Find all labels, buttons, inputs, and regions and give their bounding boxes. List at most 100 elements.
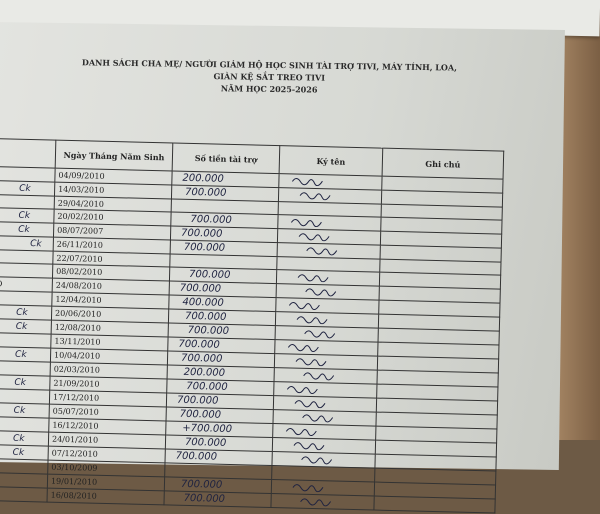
table-row: Ck 12/08/2010 700.000 <box>0 318 500 346</box>
check-mark <box>0 169 20 180</box>
signature-scribble <box>295 358 327 367</box>
check-mark <box>0 460 12 471</box>
name-cell <box>0 194 55 210</box>
table-row: Ck 08/07/2007 700.000 <box>0 221 502 249</box>
col-signature: Ký tên <box>279 145 383 177</box>
dob-cell: 16/08/2010 <box>47 487 165 505</box>
check-mark: Ck <box>12 433 25 444</box>
name-cell <box>0 249 54 265</box>
sponsor-table: Ngày Tháng Năm Sinh Số tiền tài trợ Ký t… <box>0 138 504 513</box>
check-mark: Ck <box>19 183 31 194</box>
name-cell <box>0 332 52 349</box>
signature-cell <box>274 353 378 371</box>
name-cell <box>0 458 49 474</box>
check-mark <box>0 474 12 485</box>
amount-cell: 700.000 <box>163 490 272 508</box>
signature-scribble <box>306 247 338 256</box>
signature-scribble <box>292 483 324 492</box>
table-row: 13/11/2010 700.000 <box>0 332 499 360</box>
signature-cell <box>270 493 375 510</box>
name-cell: Ck <box>0 207 55 224</box>
check-mark <box>0 196 19 207</box>
name-cell <box>0 471 48 488</box>
name-cell <box>0 360 51 377</box>
check-mark: Ck <box>15 321 28 332</box>
table-row: 16/12/2010 +700.000 <box>0 416 497 444</box>
check-mark: Ck <box>18 224 30 235</box>
name-cell: Ck <box>0 346 51 363</box>
signature-cell <box>277 214 382 232</box>
document-page: DANH SÁCH CHA MẸ/ NGƯỜI GIÁM HỘ HỌC SINH… <box>0 22 565 513</box>
name-cell: Ck <box>0 304 52 321</box>
check-mark <box>0 363 15 374</box>
table-row: Ck 10/04/2010 700.000 <box>0 346 499 374</box>
name-cell: Ck <box>0 402 50 419</box>
signature-scribble <box>304 330 336 339</box>
name-cell: IAO <box>0 276 53 293</box>
signature-cell <box>275 325 379 343</box>
name-cell <box>0 388 50 405</box>
check-mark: Ck <box>14 377 27 388</box>
check-mark <box>2 279 32 290</box>
signature-cell <box>274 367 378 385</box>
signature-cell <box>273 395 377 413</box>
name-cell <box>0 166 56 183</box>
name-cell <box>0 262 53 279</box>
signature-scribble <box>294 400 326 409</box>
col-dob: Ngày Tháng Năm Sinh <box>55 140 173 172</box>
name-cell: AOCk <box>0 235 54 252</box>
check-mark <box>0 335 16 346</box>
signature-scribble <box>299 192 331 201</box>
table-row: 12/04/2010 400.000 <box>0 290 500 318</box>
check-mark: Ck <box>18 210 31 221</box>
name-cell: Ck <box>0 444 49 461</box>
name-cell: Ck <box>0 180 55 197</box>
table-row: Ck 20/06/2010 700.000 <box>0 304 500 332</box>
name-cell: Ck <box>0 430 49 447</box>
signature-scribble <box>285 428 317 437</box>
signature-scribble <box>292 178 323 187</box>
col-notes: Ghi chú <box>382 148 504 180</box>
name-cell <box>0 485 48 502</box>
signature-cell <box>274 339 379 357</box>
check-mark: Ck <box>30 238 42 250</box>
signature-scribble <box>290 219 322 228</box>
table-row: 04/09/2010 200.000 <box>0 166 504 194</box>
signature-scribble <box>287 344 319 353</box>
name-cell <box>0 416 50 433</box>
col-amount: Số tiền tài trợ <box>172 143 280 174</box>
signature-scribble <box>303 372 335 381</box>
signature-scribble <box>302 414 334 423</box>
check-mark <box>0 391 14 402</box>
table-row: Ck 20/02/2010 700.000 <box>0 207 503 235</box>
signature-cell <box>273 381 377 399</box>
check-mark: Ck <box>12 447 25 458</box>
table-row: Ck 14/03/2010 700.000 <box>0 180 503 208</box>
signature-cell <box>278 187 382 205</box>
check-mark <box>0 419 14 430</box>
signature-cell <box>277 228 381 246</box>
signature-cell <box>277 242 381 260</box>
signature-cell <box>278 173 383 191</box>
signature-scribble <box>298 233 330 242</box>
name-cell: Ck <box>0 374 51 391</box>
signature-cell <box>275 311 379 329</box>
check-mark: Ck <box>13 405 26 416</box>
document-title: DANH SÁCH CHA MẸ/ NGƯỜI GIÁM HỘ HỌC SINH… <box>59 56 479 98</box>
signature-scribble <box>293 442 325 451</box>
notes-cell <box>373 495 496 513</box>
check-mark <box>0 488 12 499</box>
check-mark <box>0 265 17 276</box>
signature-scribble <box>296 316 328 325</box>
name-cell <box>0 290 53 307</box>
check-mark: Ck <box>14 349 27 360</box>
table-row: 02/03/2010 200.000 <box>0 360 499 388</box>
signature-scribble <box>301 456 333 465</box>
signature-scribble <box>300 497 332 506</box>
signature-scribble <box>288 302 320 311</box>
signature-cell <box>272 423 376 441</box>
table-row: Ck 21/09/2010 700.000 <box>0 374 498 402</box>
table-row: 17/12/2010 700.000 <box>0 388 498 416</box>
signature-cell <box>272 409 377 427</box>
